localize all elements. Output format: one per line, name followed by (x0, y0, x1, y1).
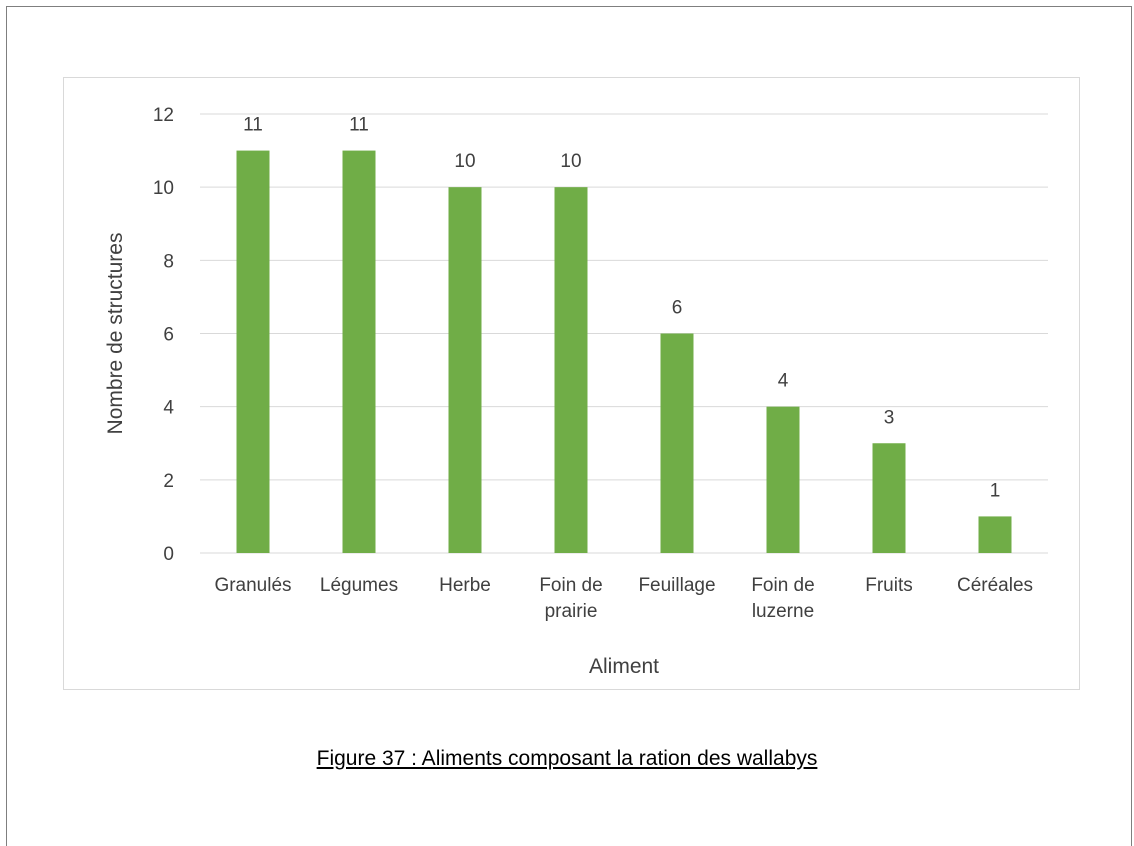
data-label: 4 (778, 371, 789, 392)
y-tick-label: 0 (163, 544, 174, 565)
bar (661, 334, 694, 554)
x-tick-label: Légumes (320, 575, 398, 596)
bar (237, 151, 270, 553)
bar (767, 407, 800, 553)
y-tick-label: 10 (153, 178, 174, 199)
y-tick-label: 12 (153, 105, 174, 126)
data-label: 6 (672, 298, 683, 319)
x-tick-label: Granulés (214, 575, 291, 596)
bar (343, 151, 376, 553)
y-axis-label: Nombre de structures (104, 233, 127, 435)
data-label: 11 (243, 115, 263, 136)
y-tick-label: 6 (163, 325, 174, 346)
x-axis-label: Aliment (589, 655, 659, 678)
bar (449, 187, 482, 553)
x-tick-label: Céréales (957, 575, 1033, 596)
bar (873, 443, 906, 553)
bar (979, 516, 1012, 553)
data-label: 10 (454, 151, 475, 172)
data-label: 3 (884, 407, 895, 428)
x-tick-label: Fruits (865, 575, 913, 596)
bar (555, 187, 588, 553)
x-tick-label: Herbe (439, 575, 491, 596)
y-tick-label: 8 (163, 251, 174, 272)
bar-chart: 0 2 4 6 8 10 12 11 Granulés 11 Légumes 10 Herbe 10 Foi… (64, 78, 1081, 691)
y-tick-label: 2 (163, 471, 174, 492)
x-tick-label: Foin de prairie (539, 575, 602, 622)
figure-caption-text: Figure 37 : Aliments composant la ration… (317, 747, 818, 770)
data-label: 10 (560, 151, 581, 172)
chart-area: 0 2 4 6 8 10 12 11 Granulés 11 Légumes 10 Herbe 10 Foi… (63, 77, 1080, 690)
data-label: 1 (990, 480, 1001, 501)
x-tick-label: Feuillage (638, 575, 715, 596)
figure-caption: Figure 37 : Aliments composant la ration… (0, 747, 1134, 771)
x-tick-label: Foin de luzerne (751, 575, 814, 622)
data-label: 11 (349, 115, 369, 136)
y-tick-label: 4 (163, 398, 174, 419)
